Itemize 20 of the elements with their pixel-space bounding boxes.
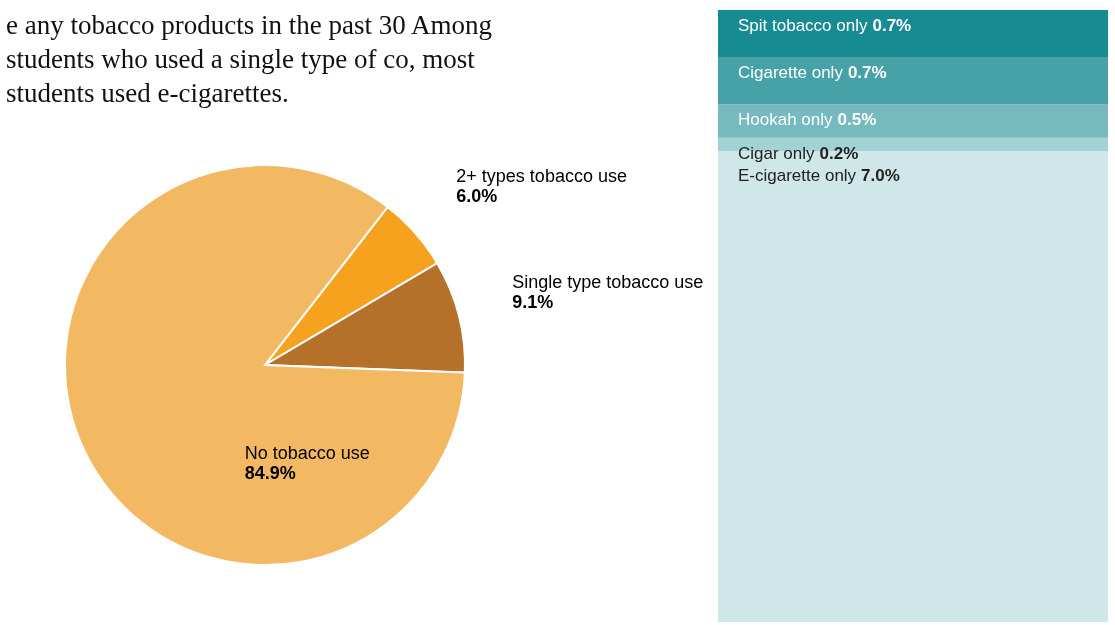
data-label: 0.2% xyxy=(819,143,859,163)
series-label: Hookah only xyxy=(738,110,833,130)
slice-label: No tobacco use xyxy=(244,443,370,464)
data-label: 0.7% xyxy=(847,63,887,83)
series-label: Cigar only xyxy=(738,143,816,163)
series-label: Cigarette only xyxy=(738,63,844,83)
bar xyxy=(718,10,1108,58)
bar xyxy=(718,104,1108,138)
data-label: 7.0% xyxy=(861,165,900,185)
data-label: 9.1% xyxy=(512,292,554,313)
chart-title: e any tobacco products in the past 30 Among students who used a single type of co, most students used e-cigarettes. xyxy=(5,9,493,110)
series-label: E-cigarette only xyxy=(738,165,857,185)
data-label: 6.0% xyxy=(456,186,498,207)
data-label: 84.9% xyxy=(244,463,296,484)
data-label: 0.5% xyxy=(837,110,877,130)
bar xyxy=(718,57,1108,105)
slice-label: Single type tobacco use xyxy=(512,272,704,293)
series-label: Spit tobacco only xyxy=(738,16,868,35)
data-label: 0.7% xyxy=(872,16,912,35)
slice-label: 2+ types tobacco use xyxy=(456,166,627,187)
